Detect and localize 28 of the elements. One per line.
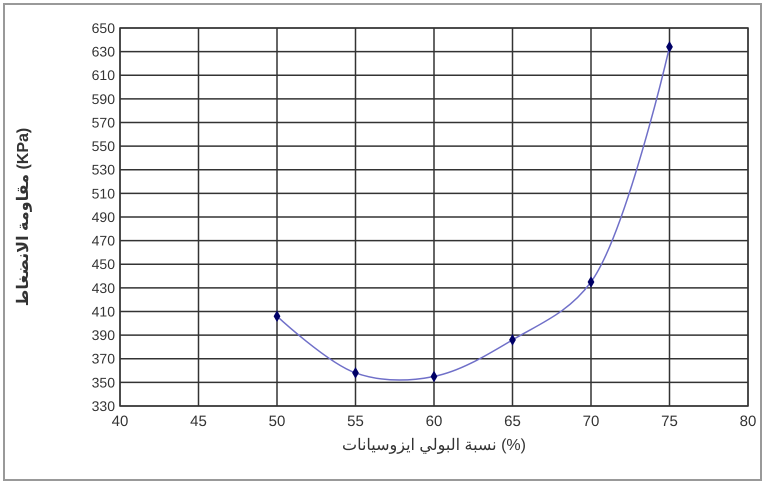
y-tick-label: 350 (92, 374, 116, 390)
y-tick-label: 470 (92, 232, 116, 249)
y-tick-label: 450 (92, 256, 116, 272)
y-tick-label: 490 (92, 208, 116, 225)
x-tick-label: 45 (190, 413, 207, 430)
y-tick-label: 550 (92, 138, 116, 154)
y-tick-label: 590 (92, 90, 116, 107)
y-tick-label: 410 (92, 303, 116, 320)
y-tick-label: 530 (92, 162, 116, 178)
y-tick-label: 510 (92, 185, 116, 202)
y-tick-label: 650 (92, 20, 116, 36)
x-tick-label: 55 (347, 413, 364, 430)
x-tick-label: 65 (504, 413, 521, 430)
x-tick-label: 80 (740, 413, 756, 430)
y-tick-label: 610 (92, 67, 116, 84)
y-tick-label: 390 (92, 327, 116, 344)
x-tick-label: 40 (112, 413, 128, 430)
y-tick-label: 570 (92, 114, 116, 130)
y-tick-label: 370 (92, 350, 116, 367)
x-axis-title: نسبة البولي ايزوسيانات (%) (342, 437, 526, 454)
y-axis-title: مقاومة الانضغاط (KPa) (15, 128, 32, 306)
y-tick-label: 330 (92, 398, 116, 414)
x-tick-label: 75 (661, 413, 678, 430)
y-tick-label: 630 (92, 44, 116, 60)
x-tick-label: 60 (426, 413, 442, 430)
x-tick-label: 50 (268, 413, 286, 430)
x-tick-label: 70 (582, 413, 600, 430)
y-tick-label: 430 (92, 280, 116, 296)
